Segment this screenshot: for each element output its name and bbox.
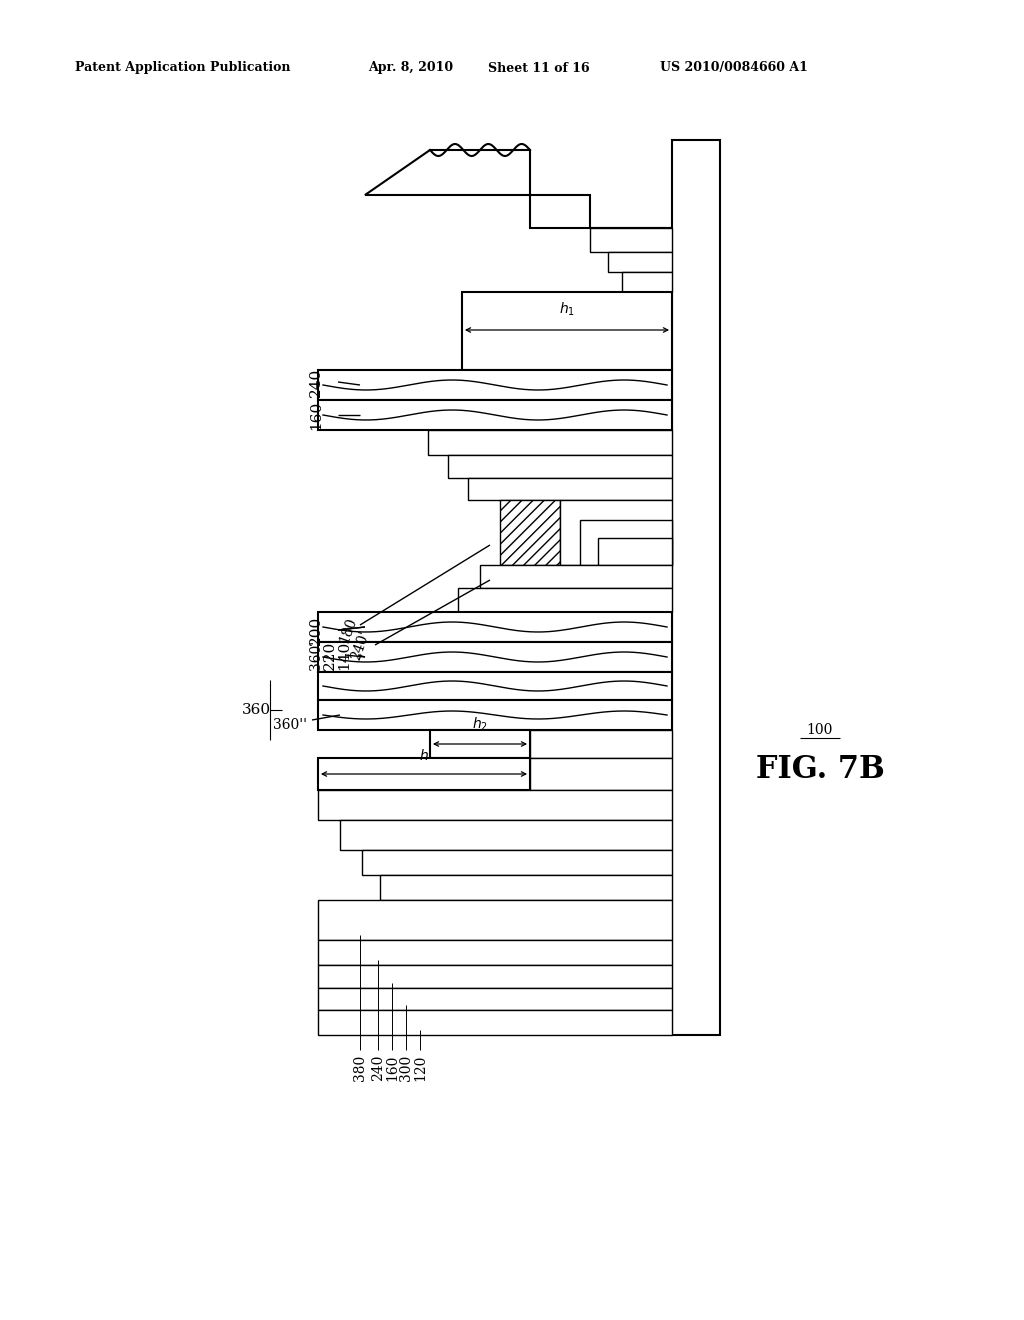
Polygon shape xyxy=(318,758,530,789)
Polygon shape xyxy=(590,228,672,252)
Polygon shape xyxy=(380,875,672,900)
Text: Apr. 8, 2010: Apr. 8, 2010 xyxy=(368,62,454,74)
Polygon shape xyxy=(318,672,672,700)
Polygon shape xyxy=(318,612,672,642)
Text: 240: 240 xyxy=(371,1055,385,1081)
Polygon shape xyxy=(608,252,672,272)
Text: 140: 140 xyxy=(337,640,351,669)
Text: 360': 360' xyxy=(309,640,323,671)
Polygon shape xyxy=(318,700,672,730)
Text: Sheet 11 of 16: Sheet 11 of 16 xyxy=(488,62,590,74)
Text: 160: 160 xyxy=(385,1055,399,1081)
Text: 100: 100 xyxy=(807,723,834,737)
Polygon shape xyxy=(318,940,672,965)
Text: 380: 380 xyxy=(353,1055,367,1081)
Text: US 2010/0084660 A1: US 2010/0084660 A1 xyxy=(660,62,808,74)
Polygon shape xyxy=(622,272,672,292)
Polygon shape xyxy=(318,789,672,820)
Polygon shape xyxy=(530,195,672,228)
Polygon shape xyxy=(318,987,672,1010)
Polygon shape xyxy=(365,150,530,195)
Text: 160: 160 xyxy=(309,400,323,429)
Text: 300: 300 xyxy=(399,1055,413,1081)
Text: 240: 240 xyxy=(309,367,323,396)
Text: $h_1$: $h_1$ xyxy=(559,301,575,318)
Polygon shape xyxy=(530,758,672,789)
Polygon shape xyxy=(598,539,672,565)
Polygon shape xyxy=(468,478,672,500)
Text: 240': 240' xyxy=(348,628,372,661)
Polygon shape xyxy=(462,292,672,370)
Text: FIG. 7B: FIG. 7B xyxy=(756,755,885,785)
Polygon shape xyxy=(449,455,672,478)
Text: 360: 360 xyxy=(242,704,270,717)
Text: $h$: $h$ xyxy=(419,748,429,763)
Polygon shape xyxy=(672,140,720,1035)
Polygon shape xyxy=(318,370,672,400)
Text: 360'': 360'' xyxy=(273,718,307,733)
Polygon shape xyxy=(318,1010,672,1035)
Text: Patent Application Publication: Patent Application Publication xyxy=(75,62,291,74)
Polygon shape xyxy=(530,730,672,758)
Polygon shape xyxy=(480,565,672,587)
Polygon shape xyxy=(458,587,672,612)
Polygon shape xyxy=(318,965,672,987)
Polygon shape xyxy=(428,430,672,455)
Polygon shape xyxy=(580,520,672,565)
Polygon shape xyxy=(362,850,672,875)
Text: $h_2$: $h_2$ xyxy=(472,715,488,733)
Polygon shape xyxy=(430,730,530,758)
Text: 180: 180 xyxy=(337,615,359,644)
Polygon shape xyxy=(340,820,672,850)
Text: 200: 200 xyxy=(309,615,323,644)
Polygon shape xyxy=(560,500,672,565)
Polygon shape xyxy=(318,900,672,940)
Polygon shape xyxy=(318,400,672,430)
Text: 220: 220 xyxy=(323,640,337,669)
Polygon shape xyxy=(318,642,672,672)
Polygon shape xyxy=(500,500,560,565)
Text: 120: 120 xyxy=(413,1055,427,1081)
